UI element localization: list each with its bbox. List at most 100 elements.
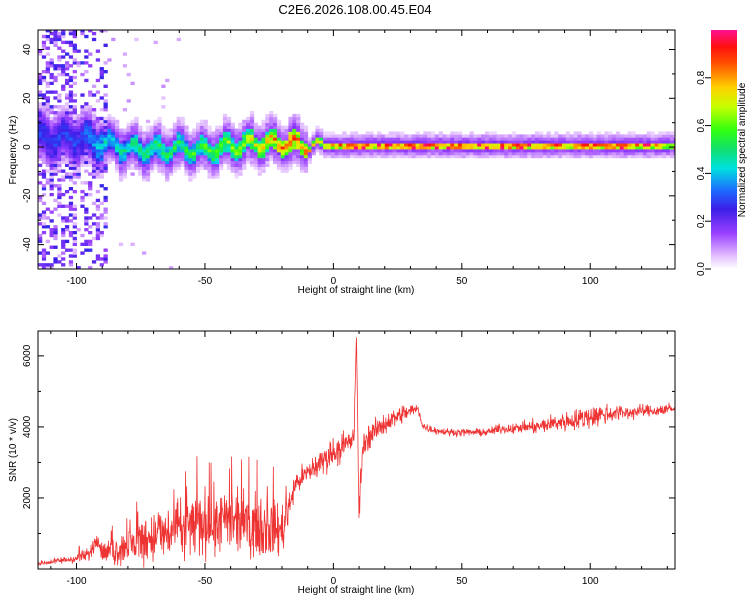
spectrogram-cell — [203, 163, 208, 167]
spectrogram-cell — [527, 151, 532, 156]
spectrogram-cell — [353, 154, 359, 159]
spectrogram-cell — [669, 134, 675, 138]
spectrogram-cell — [642, 149, 648, 153]
spectrogram-cell — [404, 134, 409, 138]
spectrogram-cell — [203, 149, 208, 153]
spectrogram-cell — [604, 146, 609, 150]
spectrogram-cell — [49, 228, 54, 232]
spectrogram-frame — [37, 29, 676, 270]
spectrogram-cell — [80, 160, 85, 165]
spectrogram-cell — [249, 146, 255, 150]
spectrogram-cell — [199, 146, 205, 150]
spectrogram-cell — [299, 151, 305, 156]
spectrogram-cell — [72, 248, 77, 252]
spectrogram-cell — [592, 151, 598, 156]
spectrogram-cell — [95, 189, 101, 194]
spectrogram-cell — [242, 137, 247, 141]
spectrogram-cell — [107, 143, 112, 147]
spectrogram-cell — [180, 140, 185, 144]
spectrogram-cell — [84, 49, 89, 53]
spectrogram-cell — [296, 143, 301, 147]
spectrogram-cell — [138, 131, 143, 135]
spectrogram-cell — [49, 122, 54, 126]
spectrogram-cell — [484, 154, 490, 159]
spectrogram-cell — [265, 119, 270, 124]
spectrogram-cell — [53, 34, 58, 39]
spectrogram-cell — [53, 184, 58, 188]
spectrogram-cell — [581, 140, 586, 144]
spectrogram-cell — [103, 216, 108, 220]
spectrogram-cell — [195, 157, 201, 162]
spectrogram-cell — [477, 143, 482, 147]
spectrogram-cell — [531, 146, 536, 150]
spectrogram-cell — [122, 131, 128, 135]
spectrogram-cell — [64, 105, 70, 109]
spectrogram-cell — [219, 157, 224, 162]
spectrogram-cell — [169, 134, 174, 138]
spectrogram-cell — [53, 207, 58, 211]
spectrogram-cell — [269, 119, 274, 124]
spectrogram-cell — [430, 151, 436, 156]
spectrogram-cell — [323, 140, 328, 144]
x-tick-label: 50 — [456, 276, 468, 287]
spectrogram-cell — [392, 137, 397, 141]
spectrogram-cell — [45, 116, 50, 121]
spectrogram-cell — [72, 128, 77, 132]
spectrogram-cell — [157, 134, 162, 138]
spectrogram-cell — [253, 140, 259, 144]
spectrogram-cell — [357, 134, 363, 138]
spectrogram-cell — [238, 157, 243, 162]
spectrogram-cell — [404, 137, 409, 141]
spectrogram-cell — [68, 151, 74, 156]
spectrogram-cell — [334, 137, 339, 141]
spectrogram-cell — [176, 128, 181, 132]
spectrogram-cell — [627, 140, 632, 144]
spectrogram-cell — [292, 154, 297, 159]
spectrogram-cell — [122, 149, 128, 153]
spectrogram-cell — [145, 134, 151, 138]
spectrogram-cell — [234, 166, 239, 170]
spectrogram-cell — [45, 181, 50, 185]
spectrogram-cell — [461, 137, 467, 141]
spectrogram-cell — [377, 151, 382, 156]
spectrogram-cell — [88, 122, 93, 126]
spectrogram-cell — [172, 140, 178, 144]
spectrogram-cell — [292, 116, 297, 121]
spectrogram-cell — [600, 134, 605, 138]
spectrogram-cell — [273, 122, 278, 126]
spectrogram-cell — [234, 154, 239, 159]
spectrogram-cell — [588, 149, 594, 153]
spectrogram-cell — [161, 131, 166, 135]
spectrogram-cell — [80, 251, 85, 255]
spectrogram-cell — [157, 146, 162, 150]
spectrogram-cell — [496, 137, 501, 141]
spectrogram-cell — [80, 31, 85, 36]
spectrogram-cell — [88, 157, 93, 162]
spectrogram-cell — [45, 70, 50, 74]
spectrogram-cell — [84, 157, 89, 162]
spectrogram-cell — [261, 160, 266, 165]
spectrogram-cell — [207, 175, 212, 179]
spectrogram-cell — [68, 140, 74, 144]
spectrogram-cell — [388, 131, 393, 135]
spectrogram-cell — [72, 116, 77, 121]
spectrogram-cell — [176, 140, 181, 144]
spectrogram-cell — [161, 149, 166, 153]
spectrogram-cell — [350, 131, 355, 135]
spectrogram-cell — [61, 84, 66, 88]
spectrogram-cell — [288, 134, 293, 138]
spectrogram-cell — [292, 157, 297, 162]
spectrogram-cell — [49, 163, 54, 167]
spectrogram-cell — [311, 143, 316, 147]
spectrogram-cell — [273, 140, 278, 144]
spectrogram-cell — [531, 137, 536, 141]
spectrogram-cell — [72, 108, 77, 112]
spectrogram-cell — [53, 40, 58, 45]
spectrogram-cell — [103, 146, 108, 150]
spectrogram-cell — [99, 154, 104, 159]
spectrogram-cell — [411, 149, 416, 153]
spectrogram-cell — [130, 149, 135, 153]
spectrogram-cell — [669, 137, 675, 141]
